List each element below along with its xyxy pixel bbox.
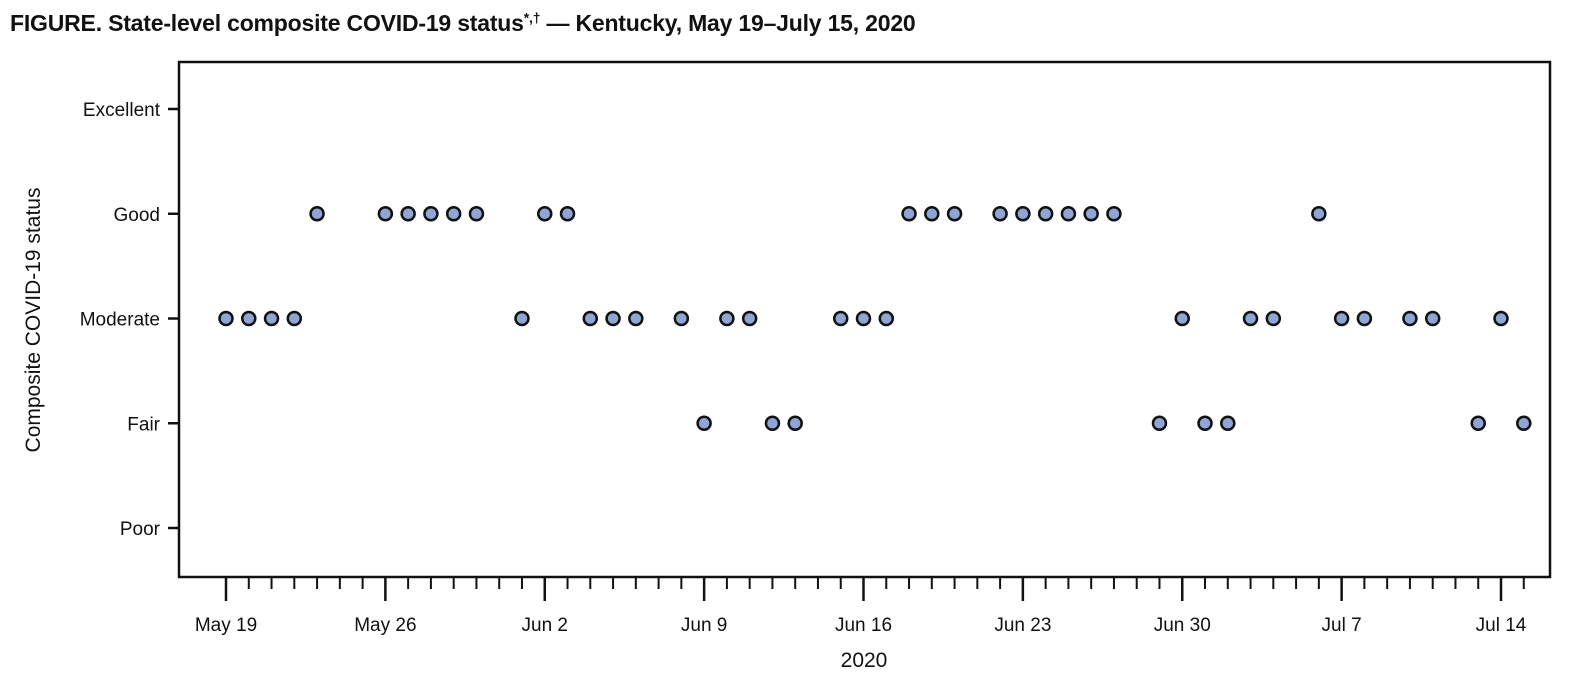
data-points: [218, 206, 1532, 431]
data-point-2020-06-24: [1037, 206, 1054, 222]
data-point-2020-06-04: [582, 310, 599, 327]
x-tick-label-jul-14: Jul 14: [1476, 615, 1527, 636]
y-tick-label-fair: Fair: [127, 414, 160, 435]
y-axis: Poor Fair Moderate Good Excellent: [80, 100, 179, 540]
x-tick-label-jun-23: Jun 23: [994, 615, 1051, 636]
data-point-2020-05-29: [445, 206, 462, 222]
x-axis-title: 2020: [841, 649, 888, 672]
data-point-2020-06-25: [1060, 206, 1077, 222]
data-point-2020-07-07: [1333, 310, 1350, 327]
x-tick-label-may-19: May 19: [195, 615, 257, 636]
data-point-2020-07-08: [1356, 310, 1373, 327]
data-point-2020-07-03: [1242, 310, 1259, 327]
data-point-2020-06-19: [924, 206, 940, 222]
data-point-2020-07-14: [1493, 310, 1509, 327]
data-point-2020-07-13: [1470, 415, 1486, 431]
data-point-2020-06-30: [1174, 310, 1190, 327]
data-point-2020-06-12: [764, 415, 781, 431]
data-point-2020-07-10: [1402, 310, 1418, 327]
data-point-2020-05-22: [286, 310, 303, 327]
x-tick-label-jun-2: Jun 2: [522, 615, 568, 636]
data-point-2020-06-26: [1083, 206, 1099, 222]
x-tick-label-may-26: May 26: [354, 615, 416, 636]
figure-title-footnote-marks: *,†: [523, 9, 541, 26]
data-point-2020-06-02: [537, 206, 553, 222]
data-point-2020-05-21: [263, 310, 280, 327]
data-point-2020-06-22: [992, 206, 1008, 222]
figure-title: FIGURE. State-level composite COVID-19 s…: [10, 10, 916, 37]
y-tick-label-moderate: Moderate: [80, 310, 160, 331]
data-point-2020-06-23: [1015, 206, 1031, 222]
data-point-2020-06-08: [673, 310, 690, 327]
data-point-2020-06-11: [741, 310, 758, 327]
data-point-2020-06-27: [1106, 206, 1122, 222]
data-point-2020-07-01: [1197, 415, 1213, 431]
y-axis-title: Composite COVID-19 status: [22, 188, 45, 453]
x-tick-label-jun-16: Jun 16: [835, 615, 892, 636]
data-point-2020-06-06: [628, 310, 644, 327]
figure-title-rest: — Kentucky, May 19–July 15, 2020: [540, 10, 916, 36]
x-tick-label-jun-30: Jun 30: [1154, 615, 1211, 636]
data-point-2020-06-18: [901, 206, 917, 222]
data-point-2020-07-15: [1516, 415, 1532, 431]
data-point-2020-05-26: [377, 206, 394, 222]
data-point-2020-06-17: [878, 310, 895, 327]
data-point-2020-05-28: [423, 206, 439, 222]
data-point-2020-06-29: [1151, 415, 1168, 431]
data-point-2020-06-01: [514, 310, 530, 327]
data-point-2020-05-23: [309, 206, 325, 222]
data-point-2020-06-20: [946, 206, 963, 222]
data-point-2020-06-03: [559, 206, 576, 222]
data-point-2020-05-20: [241, 310, 257, 327]
figure-title-main: FIGURE. State-level composite COVID-19 s…: [10, 10, 524, 36]
data-point-2020-06-09: [696, 415, 712, 431]
data-point-2020-07-02: [1220, 415, 1236, 431]
data-point-2020-07-04: [1265, 310, 1282, 327]
data-point-2020-05-19: [218, 310, 234, 327]
x-tick-label-jul-7: Jul 7: [1322, 615, 1362, 636]
data-point-2020-06-13: [787, 415, 803, 431]
data-point-2020-06-10: [719, 310, 735, 327]
data-point-2020-05-27: [400, 206, 416, 222]
y-tick-label-excellent: Excellent: [83, 100, 161, 121]
y-tick-label-good: Good: [114, 205, 160, 226]
data-point-2020-06-16: [855, 310, 872, 327]
data-point-2020-06-15: [832, 310, 849, 327]
data-point-2020-07-06: [1311, 206, 1327, 222]
y-tick-label-poor: Poor: [120, 519, 161, 540]
data-point-2020-07-11: [1424, 310, 1441, 327]
x-axis: May 19 May 26 Jun 2 Jun 9 Jun 16 Jun 23 Jun 30…: [195, 577, 1527, 636]
x-tick-label-jun-9: Jun 9: [681, 615, 727, 636]
data-point-2020-06-05: [605, 310, 621, 327]
data-point-2020-05-30: [468, 206, 485, 222]
